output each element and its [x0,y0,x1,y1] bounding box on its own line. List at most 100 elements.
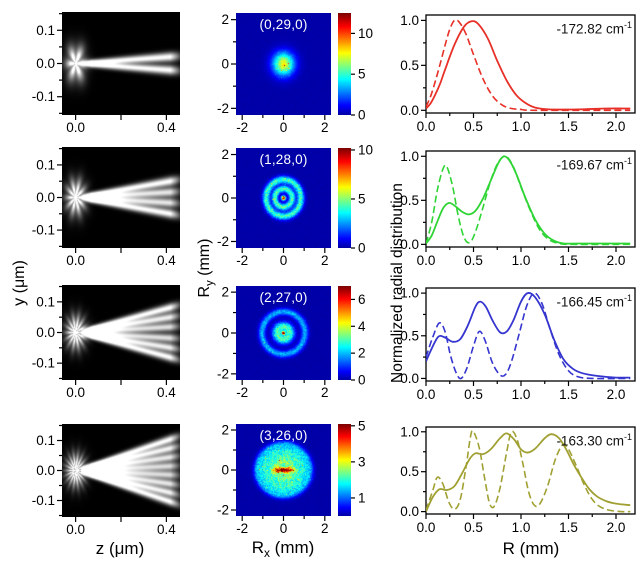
svg-text:0.0: 0.0 [66,385,85,400]
energy-exponent: -1 [624,432,632,442]
svg-text:0.0: 0.0 [36,190,55,205]
mode-label-row4: (3,26,0) [236,428,331,443]
svg-text:1.0: 1.0 [512,119,531,134]
svg-text:4: 4 [358,319,366,334]
svg-text:1: 1 [358,490,366,505]
svg-text:2.0: 2.0 [607,119,626,134]
svg-text:2: 2 [221,12,229,27]
svg-text:2: 2 [321,120,329,135]
mode-label-row2: (1,28,0) [236,152,331,167]
y-axis-label-radial: Normalized radial distribution [389,183,407,383]
svg-text:5: 5 [358,418,366,433]
svg-text:-0.1: -0.1 [32,493,55,508]
svg-text:0.0: 0.0 [400,103,419,118]
energy-label-row2: -169.67 cm-1 [556,156,632,173]
svg-text:0.0: 0.0 [400,504,419,519]
svg-text:5: 5 [358,191,366,206]
mode-label-row3: (2,27,0) [236,290,331,305]
svg-text:0.0: 0.0 [417,119,436,134]
svg-text:0.0: 0.0 [417,520,436,535]
svg-text:0.5: 0.5 [400,464,419,479]
svg-text:-2: -2 [236,253,248,268]
svg-text:1.0: 1.0 [512,253,531,268]
svg-text:0.0: 0.0 [66,253,85,268]
svg-text:0: 0 [280,120,288,135]
svg-text:2: 2 [221,285,229,300]
energy-exponent: -1 [624,20,632,30]
svg-text:2: 2 [321,521,329,536]
energy-exponent: -1 [624,293,632,303]
svg-text:0: 0 [221,57,229,72]
svg-text:-2: -2 [236,521,248,536]
svg-text:6: 6 [358,292,366,307]
svg-text:1.0: 1.0 [400,149,419,164]
svg-text:-2: -2 [236,120,248,135]
x-axis-label-radial: R (mm) [503,539,560,559]
svg-text:0.0: 0.0 [66,120,85,135]
svg-text:2.0: 2.0 [607,253,626,268]
y-axis-label-momentum: Ry (mm) [196,239,216,298]
svg-text:0.0: 0.0 [36,325,55,340]
svg-text:0.5: 0.5 [464,520,483,535]
svg-text:0.0: 0.0 [66,522,85,537]
svg-text:0.4: 0.4 [157,385,176,400]
svg-text:-2: -2 [217,101,229,116]
svg-text:-0.1: -0.1 [32,223,55,238]
svg-text:0: 0 [221,191,229,206]
svg-text:0.1: 0.1 [36,23,55,38]
svg-text:0.1: 0.1 [36,157,55,172]
svg-text:0: 0 [280,521,288,536]
svg-text:3: 3 [358,454,366,469]
x-axis-label-momentum: Rx (mm) [252,538,315,560]
svg-text:1.0: 1.0 [512,520,531,535]
svg-text:0: 0 [280,385,288,400]
y-axis-label-beam: y (μm) [11,260,29,306]
svg-text:0.5: 0.5 [464,387,483,402]
figure: 0 5 10 0.0 0.4 0.1 0.0 -0.1 -2 0 2 2 0 -2 0.0 0.5 1.0 1.5… [0,0,640,566]
svg-text:2: 2 [221,423,229,438]
mode-text: (3,26,0) [259,428,307,443]
svg-text:0.1: 0.1 [36,294,55,309]
svg-text:0: 0 [358,373,366,388]
mode-text: (1,28,0) [259,152,307,167]
energy-text: -172.82 cm [556,22,624,37]
svg-text:0: 0 [221,463,229,478]
svg-text:0.0: 0.0 [36,463,55,478]
svg-text:1.0: 1.0 [512,387,531,402]
svg-text:5: 5 [358,67,366,82]
svg-text:2.0: 2.0 [607,520,626,535]
svg-text:-2: -2 [217,366,229,381]
svg-text:0.5: 0.5 [464,119,483,134]
energy-text: -166.45 cm [556,295,624,310]
svg-text:0.4: 0.4 [157,253,176,268]
svg-text:2: 2 [221,147,229,162]
svg-text:10: 10 [358,26,373,41]
x-axis-label-beam: z (μm) [96,539,145,559]
mode-text: (0,29,0) [259,17,307,32]
svg-text:1.0: 1.0 [400,424,419,439]
svg-text:2.0: 2.0 [607,387,626,402]
svg-text:-0.1: -0.1 [32,356,55,371]
svg-text:0: 0 [280,253,288,268]
svg-text:1.5: 1.5 [559,520,578,535]
svg-text:0.1: 0.1 [36,433,55,448]
energy-label-row3: -166.45 cm-1 [556,293,632,310]
svg-text:1.5: 1.5 [559,119,578,134]
svg-text:2: 2 [321,385,329,400]
energy-label-row1: -172.82 cm-1 [556,20,632,37]
svg-text:0.5: 0.5 [400,58,419,73]
svg-text:0.0: 0.0 [417,253,436,268]
svg-text:1.5: 1.5 [559,253,578,268]
energy-exponent: -1 [624,156,632,166]
svg-text:0: 0 [358,108,366,123]
svg-text:0: 0 [358,241,366,256]
svg-text:0.0: 0.0 [36,56,55,71]
axes-and-curves-overlay: 05100.0 0.40.10.0-0.1-2 0 220-20.0 0.5 1.0 1.5… [0,0,640,566]
svg-text:1.0: 1.0 [400,13,419,28]
mode-text: (2,27,0) [259,290,307,305]
svg-text:-2: -2 [217,503,229,518]
svg-text:0: 0 [221,326,229,341]
svg-text:0.4: 0.4 [157,120,176,135]
energy-label-row4: -163.30 cm-1 [556,432,632,449]
svg-text:1.5: 1.5 [559,387,578,402]
